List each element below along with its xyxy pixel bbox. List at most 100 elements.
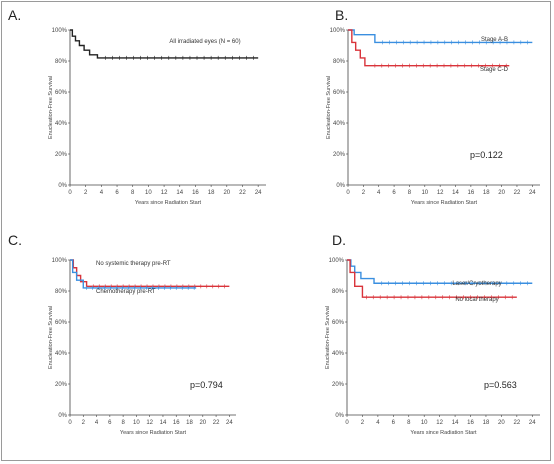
panel-d-series-1-label: Laser/Cryotherapy xyxy=(452,281,501,287)
panel-d-x-tick-label: 16 xyxy=(467,420,474,426)
panel-b-x-tick-label: 12 xyxy=(437,190,444,196)
panel-d-y-tick-label: 80% xyxy=(332,289,345,295)
panel-b-label: B. xyxy=(335,7,348,23)
panel-c-x-tick-label: 20 xyxy=(199,420,206,426)
panel-b-x-tick-label: 16 xyxy=(468,190,475,196)
panel-c-x-tick-label: 6 xyxy=(108,420,112,426)
panel-d-x-tick-label: 10 xyxy=(421,420,428,426)
panel-d-series-1-line xyxy=(347,259,533,284)
panel-b-y-tick-label: 40% xyxy=(333,121,346,127)
panel-a-x-tick-label: 22 xyxy=(239,190,246,196)
panel-d-x-tick-label: 14 xyxy=(452,420,459,426)
panel-a-x-tick-label: 8 xyxy=(131,190,135,196)
panel-c-x-tick-label: 24 xyxy=(226,420,233,426)
panel-a-x-tick-label: 16 xyxy=(192,190,199,196)
panel-a-x-tick-label: 0 xyxy=(68,190,72,196)
panel-c-label: C. xyxy=(8,232,22,248)
panel-b-x-axis-label: Years since Radiation Start xyxy=(411,200,478,206)
panel-c-x-tick-label: 4 xyxy=(95,420,99,426)
panel-c-y-tick-label: 0% xyxy=(58,413,67,419)
panel-a-x-tick-label: 24 xyxy=(255,190,262,196)
panel-a-y-tick-label: 100% xyxy=(52,28,68,34)
panel-c-y-tick-label: 20% xyxy=(55,382,68,388)
panel-b-x-tick-label: 4 xyxy=(377,190,381,196)
panel-b-y-tick-label: 0% xyxy=(336,183,345,189)
panel-c-p-value: p=0.794 xyxy=(190,380,223,390)
panel-b-x-tick-label: 2 xyxy=(362,190,366,196)
panel-b-x-tick-label: 14 xyxy=(452,190,459,196)
panel-c-x-tick-label: 12 xyxy=(146,420,153,426)
panel-d-label: D. xyxy=(332,232,346,248)
panel-b-y-tick-label: 60% xyxy=(333,90,346,96)
panel-c-x-tick-label: 16 xyxy=(173,420,180,426)
panel-b-p-value: p=0.122 xyxy=(470,150,503,160)
panel-a-y-tick-label: 20% xyxy=(55,152,68,158)
panel-d-x-tick-label: 2 xyxy=(361,420,365,426)
panel-b-x-tick-label: 24 xyxy=(529,190,536,196)
panel-d-y-axis-label: Enucleation-Free Survival xyxy=(325,306,331,369)
panel-b-series-1-line xyxy=(348,29,533,44)
panel-d-y-tick-label: 20% xyxy=(332,382,345,388)
panel-a-x-tick-label: 14 xyxy=(176,190,183,196)
panel-d-x-axis-label: Years since Radiation Start xyxy=(410,430,477,436)
panel-a-x-tick-label: 4 xyxy=(100,190,104,196)
panel-c-series-1-label: No systemic therapy pre-RT xyxy=(96,261,171,267)
panel-d-x-tick-label: 4 xyxy=(376,420,380,426)
panel-c-x-tick-label: 8 xyxy=(121,420,125,426)
panel-a-x-tick-label: 20 xyxy=(223,190,230,196)
panel-a-x-tick-label: 10 xyxy=(145,190,152,196)
panel-b-y-tick-label: 20% xyxy=(333,152,346,158)
panel-b-y-tick-label: 80% xyxy=(333,59,346,65)
panel-b-x-tick-label: 22 xyxy=(514,190,521,196)
panel-d-y-tick-label: 0% xyxy=(335,413,344,419)
panel-c-y-axis-label: Enucleation-Free Survival xyxy=(48,306,54,369)
panel-a-x-tick-label: 6 xyxy=(115,190,119,196)
panel-d-x-tick-label: 24 xyxy=(529,420,536,426)
panel-d-x-tick-label: 12 xyxy=(436,420,443,426)
panel-b-x-tick-label: 6 xyxy=(392,190,396,196)
panel-a-y-axis-label: Enucleation-Free Survival xyxy=(48,76,54,139)
panel-c-x-tick-label: 18 xyxy=(186,420,193,426)
panel-a-label: A. xyxy=(8,7,21,23)
panel-d-x-tick-label: 6 xyxy=(392,420,396,426)
panel-d-y-tick-label: 100% xyxy=(329,258,345,264)
panel-c-x-tick-label: 2 xyxy=(82,420,86,426)
panel-c-y-tick-label: 80% xyxy=(55,289,68,295)
panel-d-y-tick-label: 60% xyxy=(332,320,345,326)
panel-b-series-2-label: Stage C-D xyxy=(480,67,509,73)
panel-c-x-tick-label: 22 xyxy=(213,420,220,426)
panel-a-y-tick-label: 0% xyxy=(58,183,67,189)
panel-b-x-tick-label: 0 xyxy=(346,190,350,196)
panel-c-x-tick-label: 14 xyxy=(160,420,167,426)
panel-c-x-tick-label: 0 xyxy=(68,420,72,426)
panel-d-series-2-line xyxy=(347,259,517,298)
panel-c-y-tick-label: 100% xyxy=(52,258,68,264)
panel-b-x-tick-label: 20 xyxy=(498,190,505,196)
panel-b-y-tick-label: 100% xyxy=(330,28,346,34)
panel-c-y-tick-label: 60% xyxy=(55,320,68,326)
panel-c-y-tick-label: 40% xyxy=(55,351,68,357)
panel-a-x-tick-label: 18 xyxy=(208,190,215,196)
panel-d-y-tick-label: 40% xyxy=(332,351,345,357)
panel-a-y-tick-label: 80% xyxy=(55,59,68,65)
panel-d-x-tick-label: 8 xyxy=(407,420,411,426)
panel-a-x-tick-label: 12 xyxy=(161,190,168,196)
panel-a-series-1-label: All irradiated eyes (N = 60) xyxy=(169,39,240,45)
panel-a-y-tick-label: 40% xyxy=(55,121,68,127)
panel-c-series-2-label: Chemotherapy pre-RT xyxy=(96,289,156,295)
panel-d-x-tick-label: 18 xyxy=(483,420,490,426)
panel-d-p-value: p=0.563 xyxy=(484,380,517,390)
panel-c-series-2-line xyxy=(70,259,197,289)
panel-d-x-tick-label: 22 xyxy=(513,420,520,426)
panel-a-y-tick-label: 60% xyxy=(55,90,68,96)
panel-b-series-1-label: Stage A-B xyxy=(481,37,508,43)
panel-d-series-2-label: No local therapy xyxy=(455,297,498,303)
panel-b-x-tick-label: 10 xyxy=(421,190,428,196)
panel-d-x-tick-label: 0 xyxy=(345,420,349,426)
panel-a-x-axis-label: Years since Radiation Start xyxy=(135,200,202,206)
panel-b-series-2-line xyxy=(348,29,510,67)
panel-a-x-tick-label: 2 xyxy=(84,190,88,196)
panel-b-y-axis-label: Enucleation-Free Survival xyxy=(326,76,332,139)
panel-c-x-axis-label: Years since Radiation Start xyxy=(120,430,187,436)
